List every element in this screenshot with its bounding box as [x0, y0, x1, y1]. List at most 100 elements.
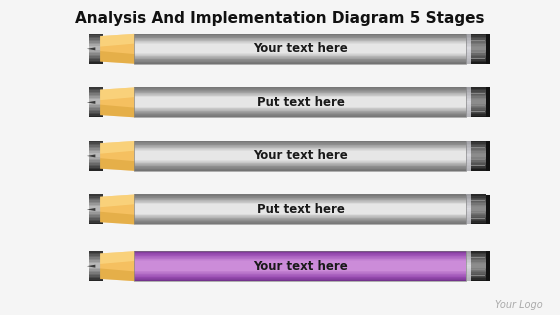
Bar: [471, 95, 486, 96]
Bar: [466, 53, 471, 55]
Polygon shape: [100, 105, 134, 117]
Bar: [471, 102, 486, 104]
Bar: [466, 52, 471, 53]
Bar: [134, 92, 466, 93]
Bar: [134, 276, 466, 277]
Bar: [466, 92, 471, 93]
Bar: [471, 111, 486, 113]
Bar: [471, 52, 486, 53]
Bar: [471, 271, 486, 272]
Bar: [471, 113, 486, 114]
Bar: [466, 198, 471, 199]
Bar: [134, 43, 466, 44]
Bar: [89, 56, 102, 58]
Bar: [471, 110, 486, 111]
Bar: [134, 148, 466, 149]
Bar: [134, 265, 466, 266]
Bar: [134, 262, 466, 263]
Bar: [89, 147, 102, 148]
Bar: [466, 254, 471, 256]
Bar: [134, 46, 466, 47]
Bar: [466, 87, 471, 89]
Bar: [466, 35, 471, 37]
Bar: [466, 257, 471, 259]
Bar: [89, 108, 102, 110]
Bar: [471, 214, 486, 215]
Bar: [134, 95, 466, 96]
Bar: [89, 101, 102, 102]
Bar: [471, 37, 486, 38]
Bar: [466, 141, 471, 142]
Bar: [486, 251, 490, 281]
Bar: [466, 196, 471, 198]
Bar: [466, 142, 471, 144]
Bar: [134, 102, 466, 103]
Bar: [134, 89, 466, 90]
Bar: [466, 49, 471, 50]
Bar: [89, 255, 102, 257]
Bar: [134, 90, 466, 91]
Bar: [134, 215, 466, 216]
Bar: [466, 205, 471, 207]
Bar: [134, 164, 466, 165]
Bar: [134, 160, 466, 161]
Bar: [134, 221, 466, 222]
Polygon shape: [87, 154, 95, 158]
Bar: [466, 153, 471, 154]
Bar: [471, 194, 486, 196]
Bar: [471, 150, 486, 152]
Bar: [89, 46, 102, 47]
Bar: [134, 271, 466, 272]
Bar: [134, 94, 466, 95]
Bar: [466, 215, 471, 217]
Bar: [466, 159, 471, 160]
Bar: [134, 59, 466, 60]
Bar: [466, 251, 471, 253]
Bar: [89, 166, 102, 168]
Bar: [466, 98, 471, 99]
Bar: [134, 264, 466, 265]
Bar: [134, 45, 466, 46]
Bar: [471, 279, 486, 281]
Bar: [89, 279, 102, 281]
Bar: [134, 213, 466, 214]
Bar: [471, 89, 486, 90]
Bar: [89, 211, 102, 212]
Bar: [466, 271, 471, 272]
Bar: [466, 165, 471, 166]
Bar: [134, 278, 466, 279]
Bar: [134, 116, 466, 117]
Bar: [134, 110, 466, 111]
Bar: [134, 87, 466, 88]
Bar: [471, 47, 486, 49]
Bar: [466, 59, 471, 61]
Bar: [134, 275, 466, 276]
Bar: [134, 271, 466, 272]
Polygon shape: [100, 158, 134, 171]
Bar: [134, 254, 466, 255]
Bar: [134, 207, 466, 208]
Bar: [134, 214, 466, 215]
Bar: [134, 223, 466, 224]
Bar: [486, 194, 490, 224]
Bar: [471, 273, 486, 275]
Bar: [134, 98, 466, 99]
Bar: [89, 93, 102, 95]
Text: Put text here: Put text here: [256, 96, 344, 109]
Bar: [134, 111, 466, 112]
Bar: [471, 254, 486, 256]
Bar: [134, 267, 466, 268]
Bar: [134, 142, 466, 143]
Bar: [89, 111, 102, 113]
Bar: [89, 218, 102, 220]
Bar: [89, 221, 102, 223]
Bar: [471, 59, 486, 61]
Bar: [134, 57, 466, 58]
Bar: [466, 217, 471, 219]
Bar: [134, 203, 466, 204]
Bar: [134, 103, 466, 104]
Bar: [466, 199, 471, 200]
Bar: [134, 163, 466, 164]
Bar: [466, 89, 471, 90]
Bar: [466, 221, 471, 223]
